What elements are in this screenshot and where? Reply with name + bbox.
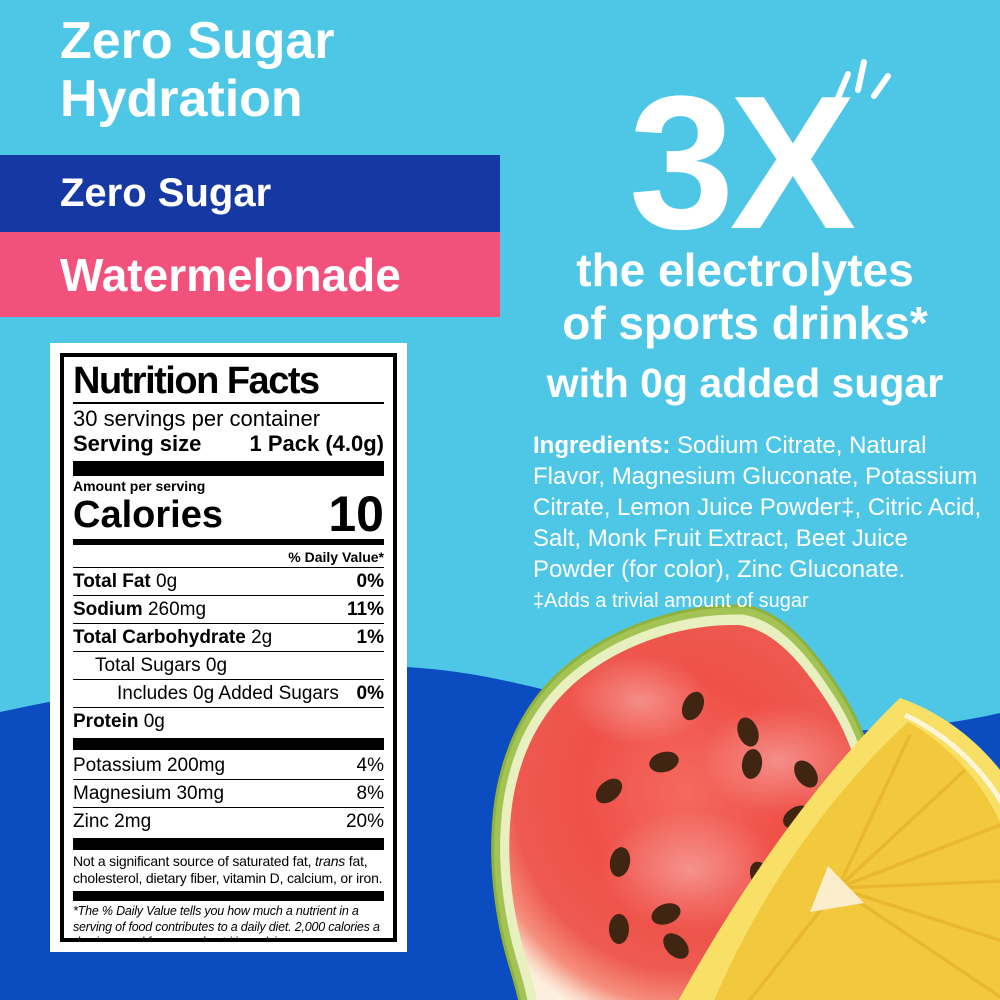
nfp-row-protein: Protein 0g	[73, 707, 384, 735]
zero-sugar-banner: Zero Sugar	[0, 155, 500, 232]
dv-value: 1%	[356, 626, 384, 648]
calories-value: 10	[328, 486, 384, 542]
sparkle-icon	[835, 59, 891, 101]
claim-line1: the electrolytes	[576, 244, 914, 296]
dv-value: 4%	[356, 754, 384, 776]
not-significant-note: Not a significant source of saturated fa…	[73, 853, 383, 886]
row-label: Total Sugars 0g	[95, 654, 228, 676]
nfp-row-potassium: Potassium 200mg 4%	[73, 752, 384, 779]
row-label: Zinc 2mg	[73, 810, 152, 832]
nfp-row-added-sugars: Includes 0g Added Sugars 0%	[73, 679, 384, 707]
nfp-serving-size-row: Serving size 1 Pack (4.0g)	[73, 431, 384, 457]
nutrition-facts-border: Nutrition Facts 30 servings per containe…	[60, 353, 397, 942]
serving-size-label: Serving size	[73, 431, 202, 456]
lemon-wedge-illustration	[678, 698, 1000, 1000]
medium-divider	[73, 539, 384, 545]
serving-size-value: 1 Pack (4.0g)	[249, 431, 384, 456]
dv-value: 20%	[345, 810, 384, 832]
nfp-row-sodium: Sodium 260mg 11%	[73, 595, 384, 623]
flavor-banner: Watermelonade	[0, 232, 500, 317]
nfp-servings: 30 servings per container	[73, 406, 321, 431]
row-label: Sodium 260mg	[73, 598, 207, 620]
row-label: Protein 0g	[73, 710, 165, 732]
ingredients-footnote: ‡Adds a trivial amount of sugar	[533, 590, 809, 612]
nfp-title: Nutrition Facts	[73, 360, 320, 402]
thick-divider	[73, 838, 384, 850]
row-label: Total Carbohydrate 2g	[73, 626, 273, 648]
flavor-banner-label: Watermelonade	[60, 248, 401, 301]
row-label: Potassium 200mg	[73, 754, 226, 776]
product-headline: Zero Sugar Hydration	[60, 12, 335, 128]
dv-value: 0%	[356, 682, 384, 704]
ingredients-paragraph: Ingredients: Sodium Citrate, Natural Fla…	[533, 430, 991, 585]
ingredients-block: Ingredients: Sodium Citrate, Natural Fla…	[533, 430, 991, 613]
row-label: Includes 0g Added Sugars	[117, 682, 339, 704]
nfp-row-total-carbohydrate: Total Carbohydrate 2g 1%	[73, 623, 384, 651]
nutrition-facts-panel: Nutrition Facts 30 servings per containe…	[50, 343, 407, 952]
claim-line2: of sports drinks*	[562, 297, 928, 349]
dv-value: 11%	[347, 598, 384, 620]
divider	[73, 402, 384, 404]
calories-row: Calories 10	[73, 486, 384, 542]
thick-divider	[73, 891, 384, 901]
dv-value: 8%	[356, 782, 384, 804]
nfp-row-zinc: Zinc 2mg 20%	[73, 807, 384, 835]
nfp-row-total-fat: Total Fat 0g 0%	[73, 567, 384, 595]
ingredients-text: Sodium Citrate, Natural Flavor, Magnesiu…	[533, 432, 982, 583]
nfp-row-magnesium: Magnesium 30mg 8%	[73, 779, 384, 807]
amount-per-serving: Amount per serving	[73, 478, 206, 494]
headline-line1: Zero Sugar	[60, 12, 335, 70]
row-label: Magnesium 30mg	[73, 782, 225, 804]
claim-line3: with 0g added sugar	[546, 360, 944, 406]
thick-divider	[73, 461, 384, 476]
dv-value: 0%	[356, 570, 384, 592]
headline-line2: Hydration	[60, 70, 303, 128]
ingredients-label: Ingredients:	[533, 432, 671, 459]
calories-label: Calories	[73, 494, 223, 536]
zero-sugar-banner-label: Zero Sugar	[60, 171, 272, 215]
daily-value-header: % Daily Value*	[288, 549, 384, 565]
nfp-row-total-sugars: Total Sugars 0g	[73, 651, 384, 679]
claim-text: the electrolytes of sports drinks* with …	[500, 244, 990, 410]
daily-value-footnote: *The % Daily Value tells you how much a …	[73, 904, 380, 942]
claim-multiplier: 3X	[628, 57, 856, 269]
thick-divider	[73, 738, 384, 750]
row-label: Total Fat 0g	[73, 570, 178, 592]
